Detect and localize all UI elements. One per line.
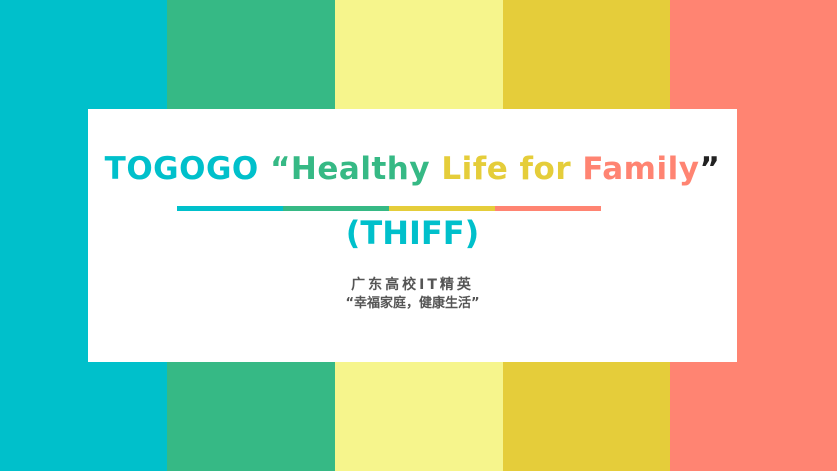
- title-closing-quote: ”: [699, 151, 721, 187]
- subtitle-line-2: “幸福家庭，健康生活”: [345, 296, 480, 311]
- title-abbreviation: (THIFF): [345, 214, 480, 252]
- title-part-healthy: “Healthy: [270, 151, 442, 187]
- underline-segment-salmon: [495, 206, 601, 211]
- title-part-togogo: TOGOGO: [104, 151, 271, 187]
- underline-segment-green: [283, 206, 389, 211]
- title-part-life: Life: [441, 151, 520, 187]
- title-part-family: Family: [582, 151, 700, 187]
- page-title: TOGOGO “Healthy Life for Family”: [88, 145, 737, 193]
- underline-segment-teal: [177, 206, 283, 211]
- title-card: TOGOGO “Healthy Life for Family” (THIFF)…: [88, 109, 737, 362]
- subtitle-line-1: 广东高校IT精英: [351, 277, 474, 293]
- title-underline: [177, 206, 601, 211]
- title-part-for: for: [519, 151, 583, 187]
- underline-segment-mustard: [389, 206, 495, 211]
